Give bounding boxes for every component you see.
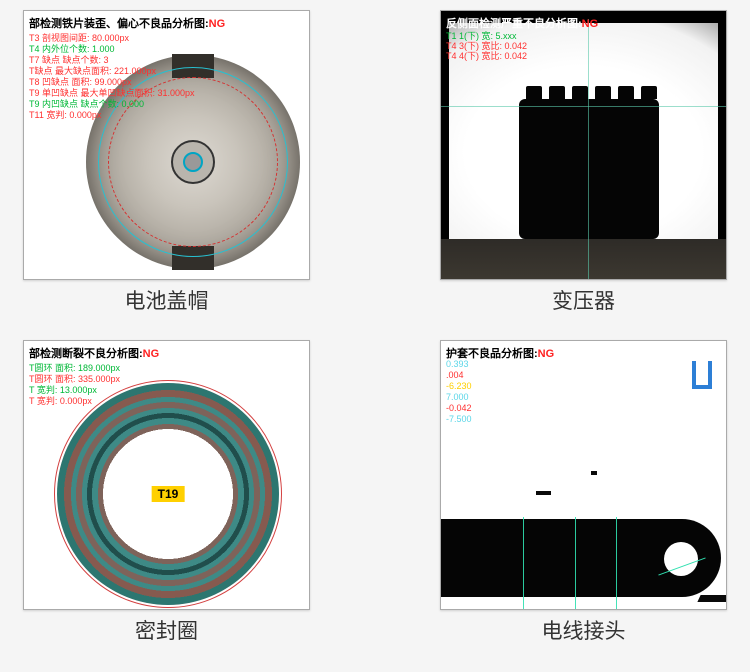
center-hole [183, 152, 203, 172]
seal-ring-image: 部检测断裂不良分析图:NG T圆环 面积: 189.000pxT圆环 面积: 3… [23, 340, 310, 610]
panel-title: 部检测断裂不良分析图:NG [29, 345, 159, 361]
panel-seal-ring: 部检测断裂不良分析图:NG T圆环 面积: 189.000pxT圆环 面积: 3… [23, 340, 310, 645]
crosshair-h [441, 106, 726, 107]
connector-scene [441, 341, 726, 609]
transformer-image: 反侧面检测严重不良分析图:NG T1 1(下) 宽: 5.xxxT4 3(下) … [440, 10, 727, 280]
measure-line [523, 517, 524, 610]
stat-line: 0.393 [446, 359, 469, 369]
crosshair-v [588, 19, 589, 279]
speck [591, 471, 597, 475]
terminals [526, 86, 657, 99]
connector-body [440, 519, 634, 597]
transformer-silhouette [519, 99, 659, 239]
stat-line: -7.500 [446, 414, 472, 424]
title-text: 部检测铁片装歪、偏心不良品分析图: [29, 18, 209, 30]
stat-line: -6.230 [446, 381, 472, 391]
center-hub [171, 140, 215, 184]
title-text: 部检测断裂不良分析图: [29, 348, 143, 360]
caption: 电线接头 [542, 615, 626, 645]
stat-line: T 宽判: 0.000px [29, 394, 92, 407]
speck [697, 595, 727, 602]
base-bar [441, 239, 726, 279]
panel-battery-cap: 部检测铁片装歪、偏心不良品分析图:NG T3 剖视图间距: 80.000pxT4… [23, 10, 310, 315]
status-ng: NG [209, 18, 226, 30]
caption: 变压器 [552, 285, 615, 315]
ring-label: T19 [152, 486, 185, 502]
measure-line [575, 517, 576, 610]
panel-title: 部检测铁片装歪、偏心不良品分析图:NG [29, 15, 225, 31]
caption: 密封圈 [135, 615, 198, 645]
wire-connector-image: 护套不良品分析图:NG 0.393.004-6.2307.000-0.042-7… [440, 340, 727, 610]
battery-cap-image: 部检测铁片装歪、偏心不良品分析图:NG T3 剖视图间距: 80.000pxT4… [23, 10, 310, 280]
scale-icon [692, 361, 712, 389]
caption: 电池盖帽 [125, 285, 209, 315]
panel-wire-connector: 护套不良品分析图:NG 0.393.004-6.2307.000-0.042-7… [440, 340, 727, 645]
stat-line: 7.000 [446, 392, 469, 402]
stat-line: T11 宽判: 0.000px [29, 108, 101, 121]
speck [536, 491, 551, 495]
status-ng: NG [538, 348, 555, 360]
stat-line: -0.042 [446, 403, 472, 413]
status-ng: NG [143, 348, 160, 360]
measure-line [616, 517, 617, 610]
panel-transformer: 反侧面检测严重不良分析图:NG T1 1(下) 宽: 5.xxxT4 3(下) … [440, 10, 727, 315]
status-ng: NG [582, 18, 599, 30]
stat-line: .004 [446, 370, 464, 380]
stat-line: T4 4(下) 宽比: 0.042 [446, 49, 527, 62]
ring-graphic: T19 [57, 383, 279, 605]
